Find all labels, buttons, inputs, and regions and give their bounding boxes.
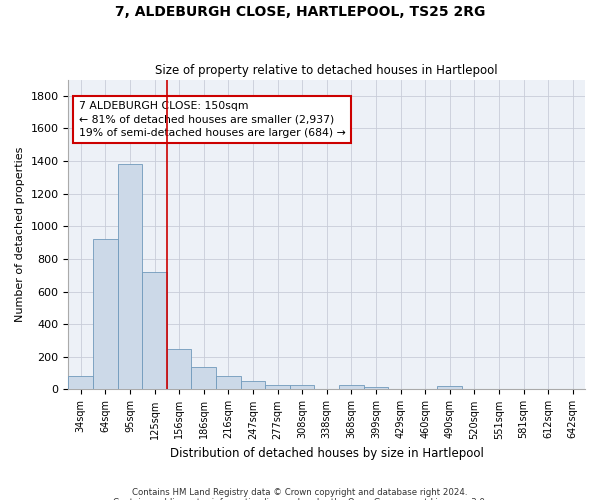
Bar [118,164,142,390]
Bar [290,386,314,390]
Bar [93,240,118,390]
Title: Size of property relative to detached houses in Hartlepool: Size of property relative to detached ho… [155,64,498,77]
Bar [241,382,265,390]
Bar [142,272,167,390]
Bar [437,386,462,390]
Bar [216,376,241,390]
Bar [191,366,216,390]
Text: Contains HM Land Registry data © Crown copyright and database right 2024.: Contains HM Land Registry data © Crown c… [132,488,468,497]
Bar [167,350,191,390]
Bar [265,386,290,390]
Text: 7 ALDEBURGH CLOSE: 150sqm
← 81% of detached houses are smaller (2,937)
19% of se: 7 ALDEBURGH CLOSE: 150sqm ← 81% of detac… [79,101,346,138]
Bar [68,376,93,390]
Bar [364,387,388,390]
Y-axis label: Number of detached properties: Number of detached properties [15,147,25,322]
Text: 7, ALDEBURGH CLOSE, HARTLEPOOL, TS25 2RG: 7, ALDEBURGH CLOSE, HARTLEPOOL, TS25 2RG [115,5,485,19]
Text: Contains public sector information licensed under the Open Government Licence v3: Contains public sector information licen… [113,498,487,500]
Bar [339,386,364,390]
X-axis label: Distribution of detached houses by size in Hartlepool: Distribution of detached houses by size … [170,447,484,460]
